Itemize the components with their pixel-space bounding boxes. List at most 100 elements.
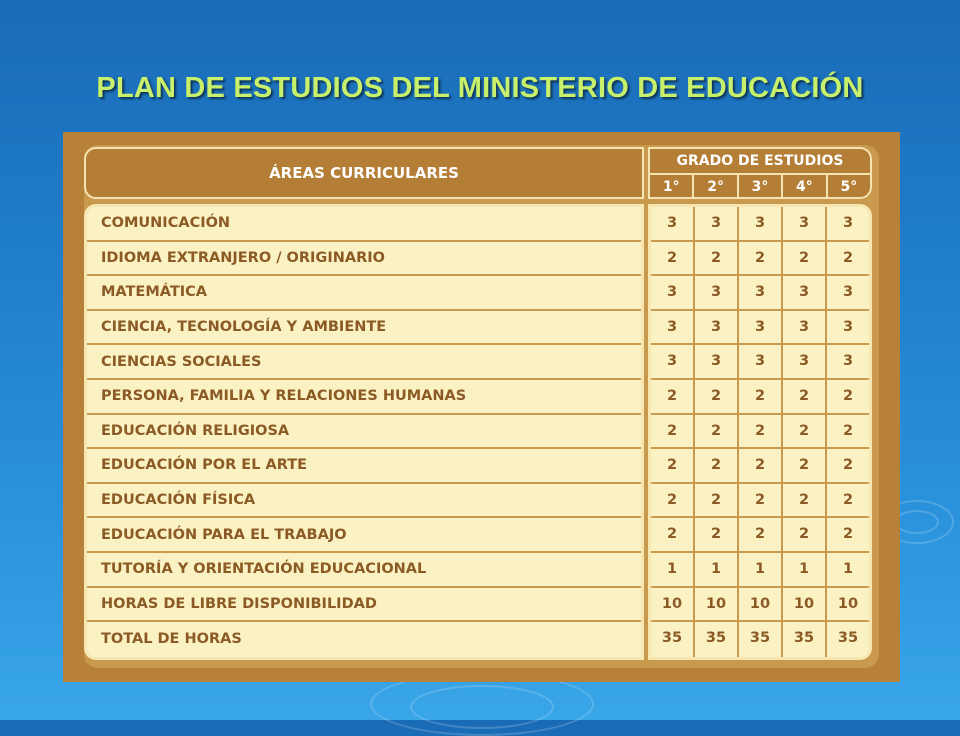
area-label: EDUCACIÓN PARA EL TRABAJO (101, 526, 347, 543)
hours-cell: 3 (666, 318, 678, 335)
hours-cell: 1 (781, 552, 825, 586)
hours-cell: 3 (666, 215, 678, 231)
hours-cell: 2 (781, 414, 825, 448)
hours-cell: 2 (737, 483, 781, 517)
hours-cell: 2 (666, 457, 678, 474)
hours-cell: 3 (825, 207, 869, 240)
table-row: EDUCACIÓN POR EL ARTE (87, 449, 641, 484)
hours-cell: 3 (825, 345, 869, 378)
hours-cell: 3 (781, 276, 825, 309)
table-row: COMUNICACIÓN (87, 207, 641, 242)
hours-cell: 2 (693, 379, 737, 413)
header-areas: ÁREAS CURRICULARES (84, 147, 644, 199)
table-row-hours: 10 10 10 10 10 (651, 587, 869, 623)
hours-cell: 35 (737, 622, 781, 657)
table-row: MATEMÁTICA (87, 276, 641, 311)
hours-cell: 2 (737, 518, 781, 551)
hours-cell: 10 (781, 587, 825, 621)
area-label: CIENCIAS SOCIALES (101, 353, 262, 370)
background-ripple (895, 510, 939, 534)
hours-cell: 10 (825, 587, 869, 621)
header-grado-group: GRADO DE ESTUDIOS 1° 2° 3° 4° 5° (648, 147, 872, 199)
table-row: HORAS DE LIBRE DISPONIBILIDAD (87, 588, 641, 623)
area-label: MATEMÁTICA (101, 284, 207, 301)
grade-header: 4° (781, 175, 825, 199)
area-label: HORAS DE LIBRE DISPONIBILIDAD (101, 595, 377, 612)
area-label: PERSONA, FAMILIA Y RELACIONES HUMANAS (101, 388, 467, 405)
hours-cell: 2 (666, 422, 678, 439)
hours-cell: 3 (825, 310, 869, 344)
hours-cell: 2 (825, 518, 869, 551)
hours-cell: 3 (693, 276, 737, 309)
hours-cell: 2 (781, 483, 825, 517)
hours-cell: 2 (693, 449, 737, 482)
area-label: IDIOMA EXTRANJERO / ORIGINARIO (101, 249, 385, 266)
hours-cell: 2 (781, 449, 825, 482)
hours-cell: 2 (781, 518, 825, 551)
table-row: EDUCACIÓN FÍSICA (87, 484, 641, 519)
table-row: EDUCACIÓN PARA EL TRABAJO (87, 518, 641, 553)
hours-cell: 3 (825, 276, 869, 309)
table-row: CIENCIA, TECNOLOGÍA Y AMBIENTE (87, 311, 641, 346)
hours-cell: 3 (737, 276, 781, 309)
hours-cell: 2 (825, 241, 869, 275)
grade-header: 2° (692, 175, 736, 199)
area-label: EDUCACIÓN FÍSICA (101, 492, 256, 509)
hours-cell: 2 (737, 414, 781, 448)
grade-headers: 1° 2° 3° 4° 5° (650, 175, 870, 199)
hours-cell: 2 (825, 449, 869, 482)
hours-cell: 3 (781, 345, 825, 378)
hours-cell: 1 (737, 552, 781, 586)
area-label: EDUCACIÓN POR EL ARTE (101, 457, 308, 474)
hours-cell: 35 (661, 630, 683, 647)
hours-cell: 2 (737, 449, 781, 482)
area-label: COMUNICACIÓN (101, 215, 231, 232)
table-row: TUTORÍA Y ORIENTACIÓN EDUCACIONAL (87, 553, 641, 588)
hours-cell: 1 (693, 552, 737, 586)
hours-cell: 10 (693, 587, 737, 621)
hours-cell: 3 (693, 345, 737, 378)
hours-cell: 3 (693, 310, 737, 344)
hours-cell: 2 (666, 249, 678, 266)
hours-cell: 2 (781, 379, 825, 413)
hours-cell: 2 (666, 491, 678, 508)
area-label: EDUCACIÓN RELIGIOSA (101, 422, 290, 439)
hours-cell: 3 (781, 207, 825, 240)
background-ripple (410, 685, 554, 729)
hours-cell: 3 (781, 310, 825, 344)
hours-cell: 2 (825, 379, 869, 413)
table-row: PERSONA, FAMILIA Y RELACIONES HUMANAS (87, 380, 641, 415)
grade-header: 5° (825, 175, 870, 199)
hours-cell: 2 (737, 241, 781, 275)
table-row: EDUCACIÓN RELIGIOSA (87, 415, 641, 450)
hours-cell: 3 (693, 207, 737, 240)
hours-cell: 2 (666, 387, 678, 404)
hours-cell: 2 (737, 379, 781, 413)
hours-cell: 2 (693, 241, 737, 275)
hours-cell: 3 (737, 345, 781, 378)
hours-cell: 2 (693, 483, 737, 517)
hours-cell: 3 (666, 284, 678, 301)
table-row: CIENCIAS SOCIALES (87, 345, 641, 380)
table-row: TOTAL DE HORAS (87, 622, 641, 657)
hours-cell: 10 (661, 595, 683, 612)
hours-cell: 2 (693, 414, 737, 448)
hours-cell: 35 (825, 622, 869, 657)
grade-header: 3° (736, 175, 781, 199)
hours-cell: 2 (666, 526, 678, 543)
page-title: PLAN DE ESTUDIOS DEL MINISTERIO DE EDUCA… (96, 72, 864, 104)
hours-cell: 3 (666, 353, 678, 370)
hours-cell: 3 (737, 207, 781, 240)
area-label: TOTAL DE HORAS (101, 631, 242, 648)
